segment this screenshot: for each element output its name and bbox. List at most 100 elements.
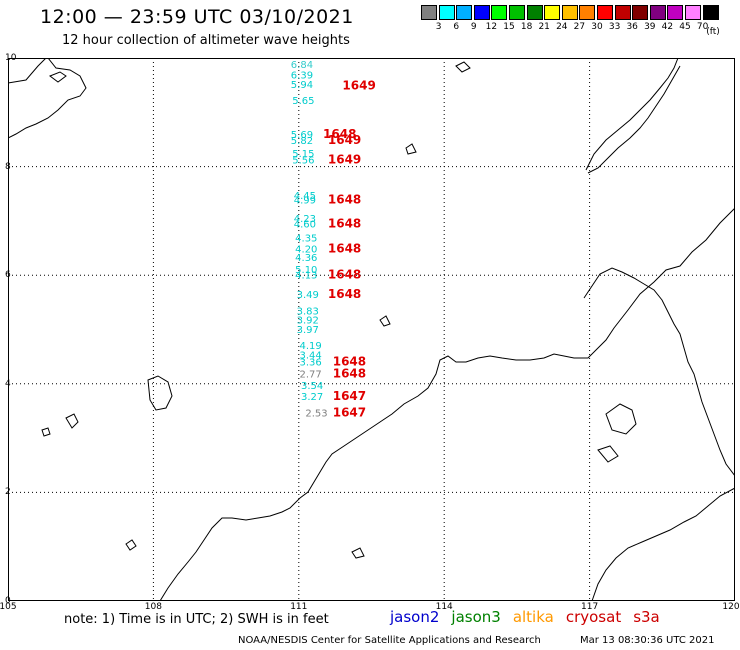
wave-height-label: 3.92 xyxy=(297,316,319,327)
coastline-sabah xyxy=(583,267,735,477)
legend-entry-s3a: s3a xyxy=(633,608,660,626)
longitude-label: 120 xyxy=(722,602,740,612)
legend-entry-altika: altika xyxy=(512,608,554,626)
color-swatch xyxy=(561,5,578,20)
wave-height-label: 4.13 xyxy=(295,270,317,281)
generated-timestamp: Mar 13 08:30:36 UTC 2021 xyxy=(580,635,715,646)
grid-lines xyxy=(8,58,735,601)
altimeter-map: 6.846.395.94 5.65 5.695.82 5.155.56 4.454.99… xyxy=(8,58,735,601)
wave-height-label: 3.97 xyxy=(297,325,319,336)
color-swatch xyxy=(649,5,666,20)
island-anambas xyxy=(65,413,79,429)
pass-time-label: 1649 xyxy=(328,152,361,166)
pass-time-label: 1648 xyxy=(328,241,361,255)
color-scale-unit: (ft) xyxy=(706,27,720,37)
color-scale-tick: 39 xyxy=(644,22,656,32)
color-swatch xyxy=(509,5,525,20)
color-swatch xyxy=(421,5,437,20)
wave-height-label: 4.99 xyxy=(294,196,316,207)
color-scale-tick: 33 xyxy=(608,22,621,32)
color-scale-tick: 6 xyxy=(453,22,460,32)
wave-height-label: 6.39 xyxy=(291,71,313,82)
legend-entry-jason3: jason3 xyxy=(451,608,501,626)
wave-height-label: 4.35 xyxy=(295,234,317,245)
legend-entry-cryosat: cryosat xyxy=(565,608,622,626)
wave-height-label: 4.60 xyxy=(294,219,316,230)
coastline xyxy=(8,58,735,601)
latitude-label: 2 xyxy=(5,487,11,498)
color-scale-tick: 42 xyxy=(661,22,674,32)
island-conson xyxy=(48,71,67,83)
wave-height-label: 5.15 xyxy=(292,149,314,160)
color-scale-tick: 15 xyxy=(503,22,515,32)
color-swatch xyxy=(614,5,631,20)
color-scale-tick: 45 xyxy=(679,22,691,32)
island-coast-1 xyxy=(605,403,637,435)
color-scale-tick: 36 xyxy=(626,22,638,32)
pass-time-label: 1648 xyxy=(328,267,361,281)
wave-height-label: 3.36 xyxy=(300,357,322,368)
latitude-label: 10 xyxy=(5,53,17,63)
wave-height-label: 5.65 xyxy=(292,96,314,107)
island-small-2 xyxy=(125,539,137,551)
pass-time-label: 1649 xyxy=(328,133,361,147)
longitude-label: 105 xyxy=(0,602,17,612)
wave-height-label: 3.49 xyxy=(297,290,319,301)
island-small-3 xyxy=(351,547,365,559)
latitude-label: 6 xyxy=(5,270,11,281)
pass-time-label: 1649 xyxy=(342,78,375,92)
color-swatch xyxy=(667,5,684,20)
longitude-label: 114 xyxy=(435,602,453,612)
satellite-legend: jason2 jason3 altika cryosat s3a xyxy=(390,608,672,626)
color-scale-tick: 21 xyxy=(538,22,550,32)
pass-time-labels: 1649164816491649164816481648164816481648… xyxy=(323,78,376,419)
wave-height-label: 3.54 xyxy=(301,381,323,392)
credit-text: NOAA/NESDIS Center for Satellite Applica… xyxy=(238,635,541,646)
color-swatch xyxy=(702,5,719,20)
color-swatch xyxy=(456,5,473,20)
longitude-label: 117 xyxy=(581,602,599,612)
wave-height-label: 2.53 xyxy=(305,408,327,419)
wave-height-label: 5.69 xyxy=(291,130,313,141)
wave-height-label: 4.45 xyxy=(294,191,316,202)
color-scale-tick: 18 xyxy=(520,22,533,32)
map-frame xyxy=(8,58,735,601)
island-natuna xyxy=(147,375,173,411)
color-scale-tick: 70 xyxy=(696,22,709,32)
wave-height-labels: 6.846.395.94 5.65 5.695.82 5.155.56 4.454.99… xyxy=(291,60,328,420)
island-coast-2 xyxy=(597,445,619,463)
wave-height-label: 4.19 xyxy=(300,341,322,352)
coastline-palawan-south xyxy=(587,65,681,174)
color-swatch xyxy=(597,5,613,20)
color-scale-tick: 24 xyxy=(556,22,568,32)
color-swatch xyxy=(685,5,701,20)
coastline-borneo-east xyxy=(591,487,735,601)
color-scale-tick: 12 xyxy=(485,22,498,32)
color-scale-tick: 30 xyxy=(591,22,603,32)
pass-time-label: 1648 xyxy=(328,216,361,230)
color-swatch xyxy=(544,5,561,20)
pass-time-label: 1648 xyxy=(333,354,366,368)
latitude-label: 0 xyxy=(5,596,11,606)
color-swatch xyxy=(438,5,455,20)
coastline-borneo xyxy=(159,207,735,601)
island-spratly-2 xyxy=(379,315,391,327)
color-scale-tick: 3 xyxy=(435,22,442,32)
island-spratly-3 xyxy=(405,143,417,155)
wave-height-label: 4.23 xyxy=(294,214,316,225)
wave-height-label: 2.77 xyxy=(300,369,322,380)
coastline-vietnam xyxy=(8,58,87,139)
map-title: 12:00 — 23:59 UTC 03/10/2021 xyxy=(40,6,354,28)
pass-time-label: 1648 xyxy=(333,366,366,380)
longitude-label: 111 xyxy=(290,602,308,612)
wave-height-label: 5.82 xyxy=(291,136,313,147)
coastline-palawan xyxy=(585,58,679,171)
pass-time-label: 1648 xyxy=(328,287,361,301)
latitude-label: 8 xyxy=(5,161,11,172)
longitude-label: 108 xyxy=(144,602,162,612)
footer-note: note: 1) Time is in UTC; 2) SWH is in fe… xyxy=(64,612,329,627)
pass-time-label: 1648 xyxy=(328,193,361,207)
pass-time-label: 1648 xyxy=(323,127,356,141)
wave-height-label: 5.56 xyxy=(292,155,314,166)
color-swatch xyxy=(632,5,649,20)
